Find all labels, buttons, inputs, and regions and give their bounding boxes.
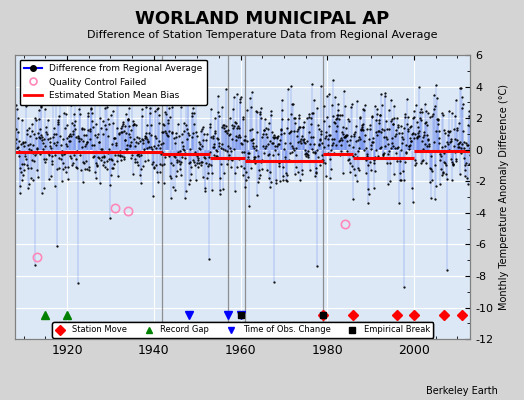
Legend: Station Move, Record Gap, Time of Obs. Change, Empirical Break: Station Move, Record Gap, Time of Obs. C… xyxy=(52,322,433,338)
Text: Berkeley Earth: Berkeley Earth xyxy=(426,386,498,396)
Text: WORLAND MUNICIPAL AP: WORLAND MUNICIPAL AP xyxy=(135,10,389,28)
Text: Difference of Station Temperature Data from Regional Average: Difference of Station Temperature Data f… xyxy=(87,30,437,40)
Y-axis label: Monthly Temperature Anomaly Difference (°C): Monthly Temperature Anomaly Difference (… xyxy=(499,84,509,310)
